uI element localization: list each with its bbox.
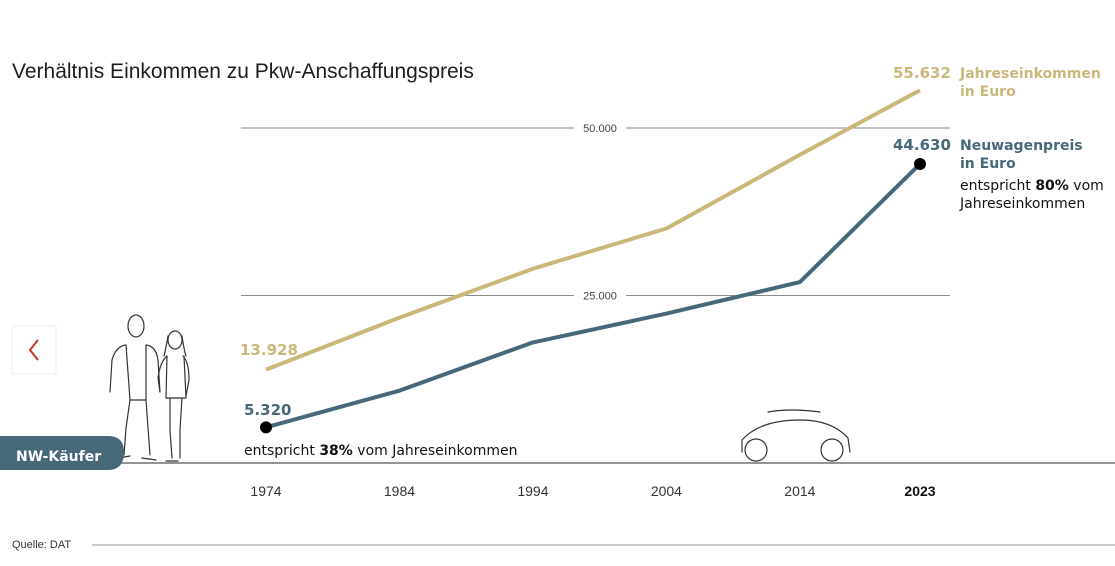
gridline-label: 25.000 xyxy=(583,291,617,303)
end-note-prefix: entspricht xyxy=(960,178,1035,194)
woman-figure xyxy=(157,330,190,462)
people-illustration xyxy=(109,314,190,462)
series xyxy=(260,88,926,434)
price-series-name-line2: in Euro xyxy=(960,156,1016,172)
start-percentage-note: entspricht 38% vom Jahreseinkommen xyxy=(244,443,517,459)
source-label: Quelle: DAT xyxy=(12,539,71,551)
start-note-suffix: vom Jahreseinkommen xyxy=(353,443,518,459)
chart-title: Verhältnis Einkommen zu Pkw-Anschaffungs… xyxy=(12,60,474,83)
nw-kaeufer-badge: NW-Käufer xyxy=(0,436,124,470)
start-note-pct: 38% xyxy=(319,443,353,459)
gridlines: 25.000 50.000 xyxy=(241,123,950,303)
income-series-name-line1: Jahreseinkommen xyxy=(959,66,1101,82)
income-start-value: 13.928 xyxy=(240,341,298,359)
price-series-line xyxy=(265,162,922,430)
price-start-marker xyxy=(260,421,272,434)
start-note-prefix: entspricht xyxy=(244,443,319,459)
income-end-value: 55.632 xyxy=(893,64,951,82)
income-series-line xyxy=(265,88,921,372)
prev-nav-button-bg[interactable] xyxy=(11,325,57,375)
x-tick-label: 2023 xyxy=(904,483,935,499)
badge-label: NW-Käufer xyxy=(16,449,101,465)
car-illustration xyxy=(741,409,851,462)
man-figure xyxy=(109,314,161,461)
price-end-marker xyxy=(914,157,926,170)
x-tick-label: 1984 xyxy=(384,483,415,499)
end-percentage-note-line2: Jahreseinkommen xyxy=(959,196,1085,212)
x-tick-label: 2004 xyxy=(651,483,682,499)
x-axis-ticks: 1974 1984 1994 2004 2014 2023 xyxy=(250,483,935,499)
income-series-name-line2: in Euro xyxy=(960,84,1016,100)
income-series-label: 55.632 Jahreseinkommen in Euro xyxy=(893,64,1101,100)
price-end-value: 44.630 xyxy=(893,136,951,154)
prev-nav-button[interactable] xyxy=(11,325,57,375)
end-note-suffix: vom xyxy=(1069,178,1104,194)
x-tick-label: 1994 xyxy=(517,483,548,499)
price-series-label: 44.630 Neuwagenpreis in Euro entspricht … xyxy=(893,136,1104,212)
gridline-label: 50.000 xyxy=(583,123,617,135)
x-tick-label: 1974 xyxy=(250,483,281,499)
end-percentage-note: entspricht 80% vom xyxy=(960,178,1104,194)
chevron-left-icon[interactable] xyxy=(28,339,39,361)
badge-shape xyxy=(0,436,124,470)
price-start-value: 5.320 xyxy=(244,401,291,419)
end-note-pct: 80% xyxy=(1035,178,1069,194)
x-tick-label: 2014 xyxy=(784,483,815,499)
price-series-name-line1: Neuwagenpreis xyxy=(960,138,1083,154)
